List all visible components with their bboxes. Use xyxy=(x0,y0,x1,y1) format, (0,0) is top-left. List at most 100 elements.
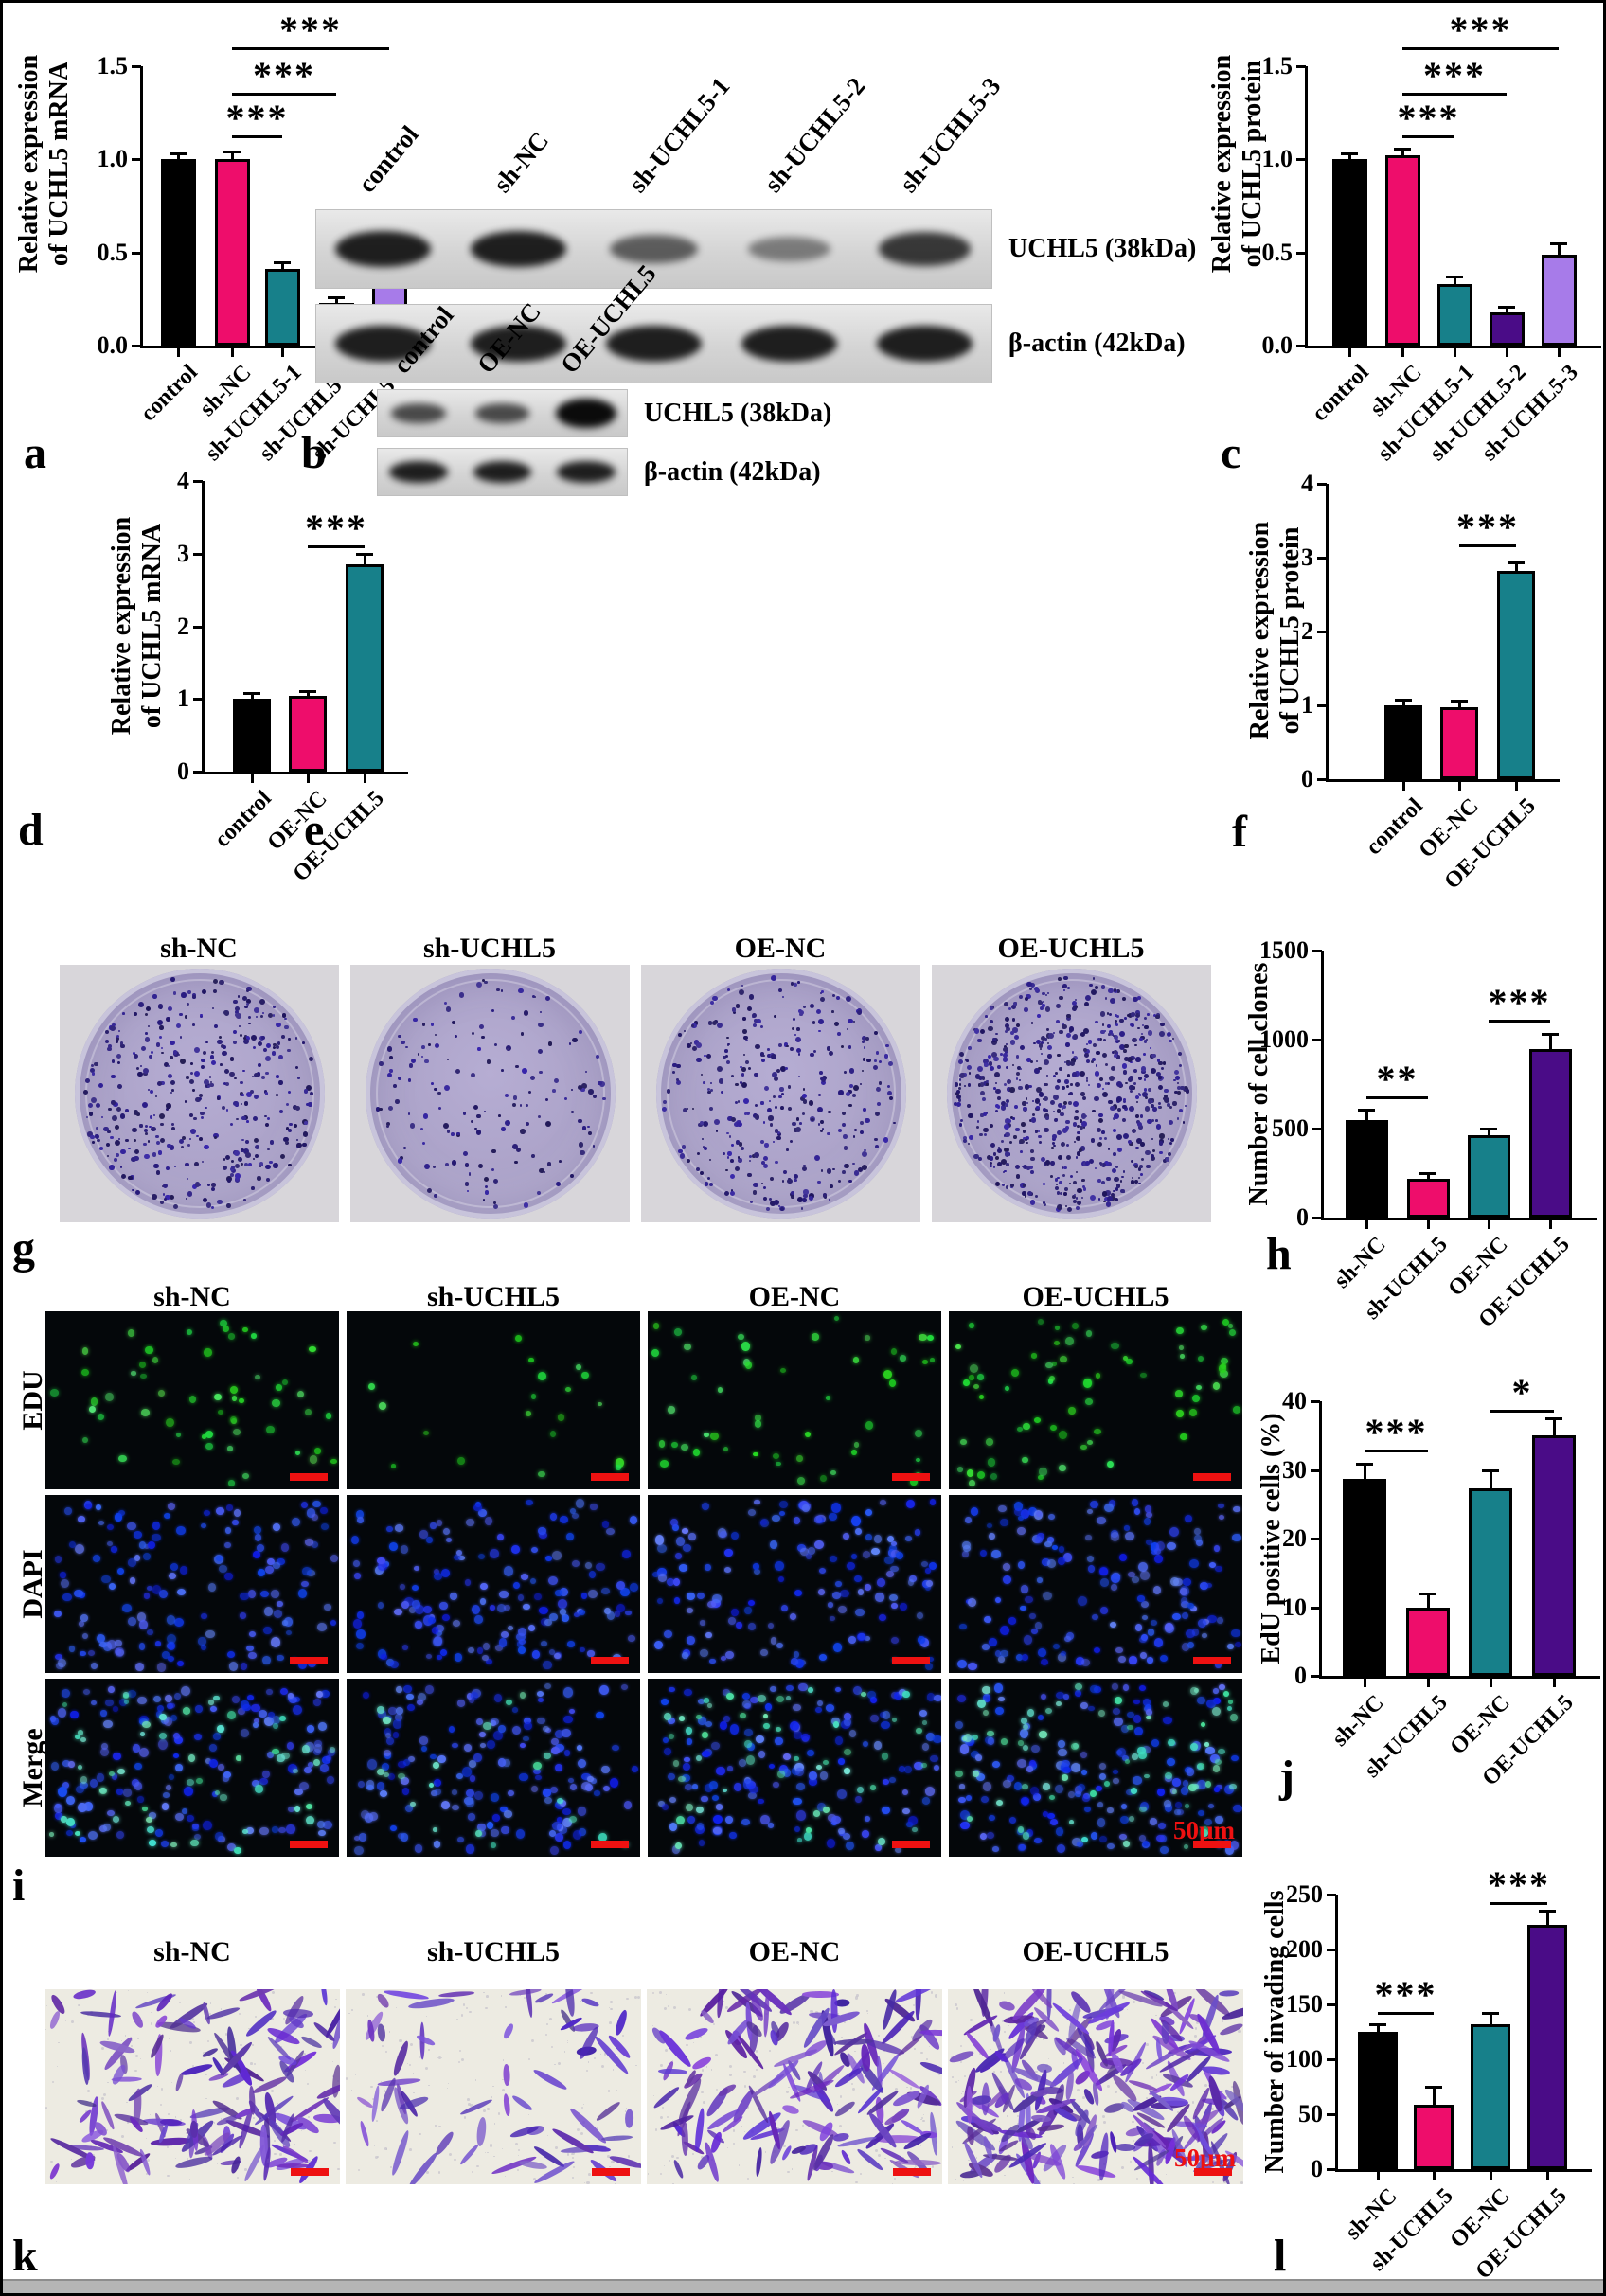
colony-dot xyxy=(397,1077,402,1081)
cell-dot xyxy=(125,1801,131,1807)
invading-cell xyxy=(389,2128,411,2177)
cell-dot xyxy=(874,1741,883,1750)
colony-dot xyxy=(976,1066,983,1072)
cell-dot xyxy=(134,1531,143,1540)
cell-dot xyxy=(672,1577,680,1586)
membrane-pore xyxy=(671,2155,675,2159)
colony-dot xyxy=(1063,1166,1067,1170)
colony-dot xyxy=(520,1129,526,1134)
cell-dot xyxy=(82,1436,89,1443)
colony-dot xyxy=(738,1142,742,1147)
membrane-pore xyxy=(786,2091,789,2093)
colony-dot xyxy=(1075,1205,1080,1210)
cell-dot xyxy=(1038,1475,1044,1481)
cell-dot xyxy=(851,1449,858,1455)
petri-dish-rim xyxy=(375,979,605,1208)
cell-dot xyxy=(1187,1602,1195,1609)
membrane-pore xyxy=(716,2088,719,2091)
cell-dot xyxy=(141,1807,148,1811)
cell-dot xyxy=(128,1616,137,1626)
colony-dot xyxy=(253,1137,259,1143)
colony-dot xyxy=(1050,1175,1054,1179)
colony-dot xyxy=(1054,1185,1060,1191)
cell-dot xyxy=(486,1739,495,1749)
colony-dot xyxy=(984,1062,989,1067)
cell-dot xyxy=(552,1821,562,1830)
colony-dot xyxy=(155,1170,160,1175)
membrane-pore xyxy=(625,2108,628,2109)
colony-dot xyxy=(877,1102,882,1107)
cell-dot xyxy=(516,1641,524,1647)
cell-dot xyxy=(226,1504,234,1511)
colony-dot xyxy=(284,1025,289,1030)
membrane-pore xyxy=(191,2065,194,2068)
colony-dot xyxy=(848,1103,852,1107)
colony-dot xyxy=(696,1166,701,1171)
cell-dot xyxy=(169,1572,177,1579)
colony-dot xyxy=(144,1037,150,1042)
cell-dot xyxy=(579,1610,585,1615)
colony-dot xyxy=(782,996,785,999)
colony-dot xyxy=(737,1156,741,1159)
colony-dot xyxy=(234,1149,241,1156)
colony-dot xyxy=(1021,1122,1026,1127)
cell-dot xyxy=(528,1357,535,1363)
colony-dot xyxy=(443,1001,448,1005)
cell-dot xyxy=(1035,1511,1042,1518)
cell-dot xyxy=(68,1645,76,1652)
cell-dot xyxy=(65,1795,76,1806)
colony-dot xyxy=(686,1107,689,1111)
colony-dot xyxy=(1112,1117,1115,1121)
cell-dot xyxy=(842,1532,850,1540)
colony-dot xyxy=(471,1032,474,1036)
cell-dot xyxy=(1040,1693,1047,1700)
colony-dot xyxy=(1113,1189,1115,1193)
colony-dot xyxy=(723,1191,729,1197)
colony-dot xyxy=(801,1093,807,1098)
colony-dot xyxy=(841,1044,845,1049)
bar-oe-nc xyxy=(1440,706,1478,779)
colony-dot xyxy=(149,1054,153,1059)
colony-dot xyxy=(1114,988,1117,992)
colony-dot xyxy=(1114,1198,1118,1202)
colony-dot xyxy=(94,1061,98,1067)
panel-letter-e: e xyxy=(304,805,325,855)
cell-dot xyxy=(968,1479,975,1487)
cell-dot xyxy=(80,1736,86,1742)
cell-dot xyxy=(352,1619,362,1629)
cell-dot xyxy=(358,1781,366,1788)
cell-dot xyxy=(914,1529,921,1536)
cell-dot xyxy=(108,1685,116,1694)
cell-dot xyxy=(1058,1557,1065,1565)
colony-dot xyxy=(1026,1141,1028,1145)
colony-dot xyxy=(169,1145,175,1150)
colony-dot xyxy=(230,1173,235,1177)
colony-dot xyxy=(199,1136,204,1141)
colony-dot xyxy=(1109,1105,1115,1112)
cell-dot xyxy=(1103,1781,1111,1788)
error-bar-stem xyxy=(1548,1034,1552,1050)
invading-cell xyxy=(840,2148,853,2165)
colony-dot xyxy=(288,1038,291,1041)
colony-dot xyxy=(702,1137,705,1140)
colony-dot xyxy=(790,982,794,986)
membrane-pore xyxy=(437,2171,441,2174)
colony-dot xyxy=(136,1067,140,1071)
colony-dot xyxy=(1065,1042,1070,1047)
colony-dot xyxy=(133,1110,139,1115)
cell-dot xyxy=(1218,1503,1225,1509)
colony-dot xyxy=(111,1100,116,1106)
cell-dot xyxy=(127,1329,134,1337)
colony-dot xyxy=(117,1083,122,1089)
colony-dot xyxy=(117,1138,120,1141)
membrane-pore xyxy=(497,2112,501,2115)
colony-dot xyxy=(782,1169,788,1175)
cell-dot xyxy=(1010,1368,1020,1377)
colony-dot xyxy=(696,1042,703,1048)
membrane-pore xyxy=(1195,2020,1199,2024)
colony-dot xyxy=(731,1144,734,1147)
cell-dot xyxy=(448,1725,455,1734)
x-tick xyxy=(1514,782,1518,791)
membrane-pore xyxy=(960,2061,963,2064)
error-bar-stem xyxy=(1401,148,1404,156)
